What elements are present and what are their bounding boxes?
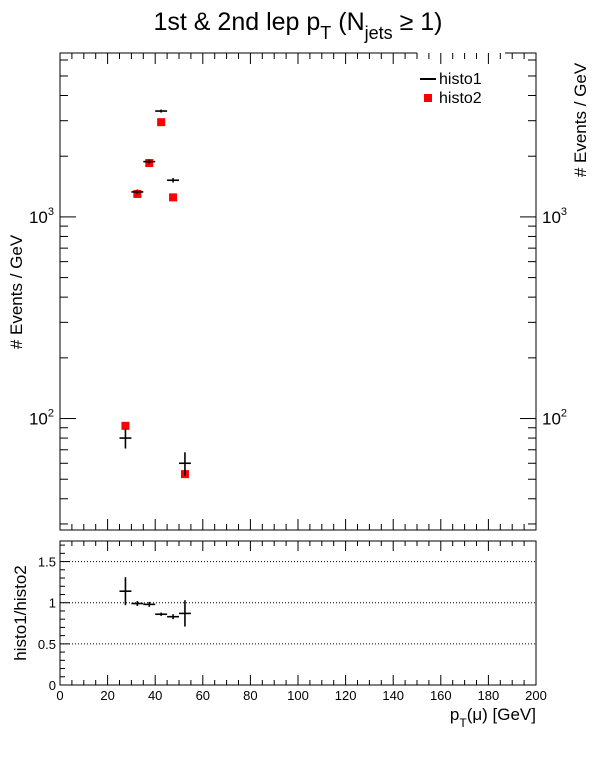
histo1-point-2	[143, 159, 156, 164]
y-axis-label-right: # Events / GeV	[571, 62, 590, 177]
x-axis-label-rest: (μ) [GeV]	[467, 705, 536, 724]
legend-label-histo1: histo1	[439, 71, 482, 88]
chart-title: 1st & 2nd lep pT (Njets ≥ 1)	[154, 8, 443, 43]
top-frame-gap	[417, 50, 505, 56]
title-mid: (N	[331, 8, 364, 36]
histo1-point-0	[119, 428, 132, 449]
x-axis-label-main: p	[450, 705, 459, 724]
top-y-tick-label-left: 102	[29, 408, 54, 429]
x-axis-label-sub: T	[459, 716, 467, 730]
top-y-tick-label-right: 103	[542, 206, 567, 227]
ratio-point-3	[155, 612, 168, 616]
ratio-x-tick-label: 20	[100, 688, 114, 703]
top-panel-ticks	[59, 53, 537, 530]
top-y-tick-label-right: 102	[542, 408, 567, 429]
ratio-x-tick-label: 180	[478, 688, 500, 703]
ratio-panel-ticks	[59, 541, 537, 686]
x-axis-label: pT(μ) [GeV]	[450, 705, 536, 730]
legend-label-histo2: histo2	[439, 90, 482, 107]
y-axis-label-left: # Events / GeV	[7, 234, 26, 349]
title-prefix: 1st & 2nd lep p	[154, 8, 321, 36]
ratio-x-tick-label: 40	[148, 688, 162, 703]
ratio-x-tick-label: 100	[287, 688, 309, 703]
histo1-point-5	[179, 452, 191, 476]
ratio-y-tick-label: 1	[49, 596, 56, 611]
histo2-point-0	[121, 421, 130, 430]
ratio-point-5	[179, 600, 191, 627]
histo1-point-1	[131, 189, 144, 195]
ratio-grid	[60, 561, 536, 645]
top-panel-points	[119, 109, 191, 479]
title-sub-jets: jets	[364, 23, 393, 43]
ratio-panel-points	[119, 577, 191, 627]
ratio-x-tick-label: 200	[525, 688, 547, 703]
histo2-point-3	[157, 118, 166, 127]
histo1-point-4	[167, 178, 179, 183]
ratio-y-tick-label: 0	[49, 678, 56, 693]
title-sub-t: T	[320, 23, 331, 43]
ratio-y-axis-label: histo1/histo2	[11, 565, 30, 660]
ratio-x-tick-label: 0	[56, 688, 63, 703]
legend: histo1 histo2	[420, 71, 482, 107]
ratio-panel-tick-labels: 0 20 40 60 80 100 120 140 160 180 200 0 0.5 1 1.5	[38, 555, 547, 703]
ratio-point-1	[131, 601, 144, 607]
ratio-x-tick-label: 160	[430, 688, 452, 703]
top-panel-tick-labels: 102 102 103 103	[29, 206, 567, 429]
ratio-panel-frame	[59, 540, 537, 686]
ratio-point-4	[167, 614, 179, 620]
ratio-x-tick-label: 140	[382, 688, 404, 703]
top-y-tick-label-left: 103	[29, 206, 54, 227]
ratio-point-2	[143, 601, 156, 607]
ratio-x-tick-label: 60	[196, 688, 210, 703]
ratio-y-tick-label: 0.5	[38, 637, 56, 652]
title-suffix: ≥ 1)	[393, 8, 443, 36]
histo1-point-3	[155, 109, 168, 113]
legend-marker-histo2	[424, 94, 432, 102]
top-panel-frame	[59, 52, 537, 531]
ratio-y-tick-label: 1.5	[38, 555, 56, 570]
ratio-x-tick-label: 80	[243, 688, 257, 703]
histo2-point-4	[169, 193, 178, 202]
ratio-x-tick-label: 120	[335, 688, 357, 703]
ratio-point-0	[119, 577, 132, 606]
